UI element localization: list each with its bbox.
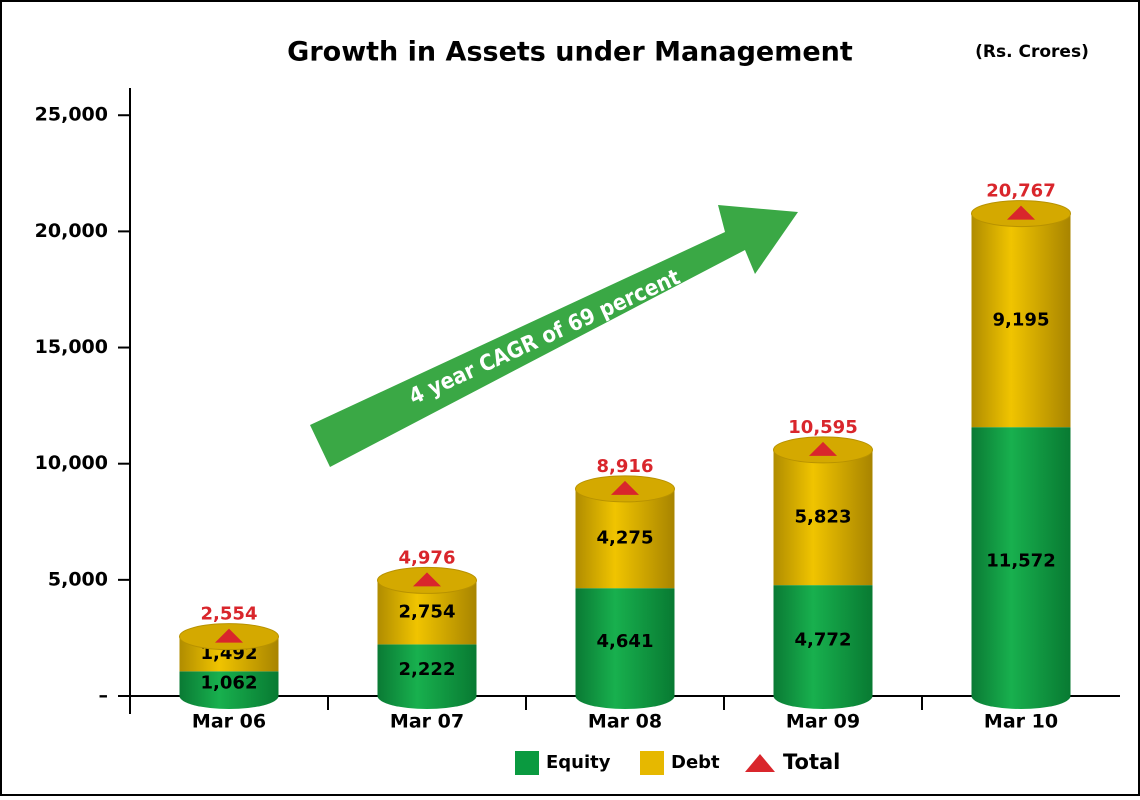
total-marker (1007, 205, 1035, 220)
data-label: 9,195 (993, 309, 1050, 330)
legend-label: Debt (671, 752, 720, 773)
chart-subtitle: (Rs. Crores) (975, 42, 1089, 62)
legend-swatch (745, 754, 775, 772)
bar-segment (179, 671, 279, 696)
legend-swatch (515, 751, 539, 775)
data-label: 11,572 (986, 551, 1055, 572)
bar-segment (377, 644, 477, 696)
legend-swatch (640, 751, 664, 775)
total-label: 10,595 (788, 417, 857, 438)
growth-arrow (310, 205, 798, 467)
total-marker (215, 628, 243, 643)
total-marker (413, 572, 441, 587)
bar-segment (971, 427, 1071, 696)
x-tick-label: Mar 10 (984, 711, 1058, 733)
total-label: 4,976 (399, 547, 456, 568)
legend: Equity Debt Total (515, 750, 840, 775)
total-marker (611, 480, 639, 495)
data-label: 4,275 (597, 528, 654, 549)
bar-segment (773, 449, 873, 586)
data-label: 5,823 (795, 507, 852, 528)
y-tick-label: 15,000 (35, 336, 108, 358)
total-label: 2,554 (201, 604, 258, 625)
data-label: 4,772 (795, 630, 852, 651)
total-label: 20,767 (986, 181, 1055, 202)
y-tick-label: – (99, 685, 109, 707)
chart-title: Growth in Assets under Management (287, 37, 853, 68)
data-label: 2,222 (399, 659, 456, 680)
y-tick-label: 25,000 (35, 104, 108, 126)
x-tick-label: Mar 09 (786, 711, 860, 733)
y-tick-label: 10,000 (35, 452, 108, 474)
legend-label: Equity (546, 752, 611, 773)
total-marker (809, 441, 837, 456)
y-tick-label: 20,000 (35, 220, 108, 242)
legend-label: Total (783, 750, 840, 774)
bar-segment (575, 488, 675, 589)
x-tick-label: Mar 06 (192, 711, 266, 733)
bar-segment (971, 213, 1071, 428)
data-label: 2,754 (399, 601, 456, 622)
data-label: 4,641 (597, 631, 654, 652)
bar-segment (575, 588, 675, 696)
bar-segment (773, 585, 873, 696)
x-tick-label: Mar 08 (588, 711, 662, 733)
data-label: 1,062 (201, 673, 258, 694)
y-tick-label: 5,000 (48, 568, 108, 590)
x-tick-label: Mar 07 (390, 711, 464, 733)
total-label: 8,916 (597, 456, 654, 477)
